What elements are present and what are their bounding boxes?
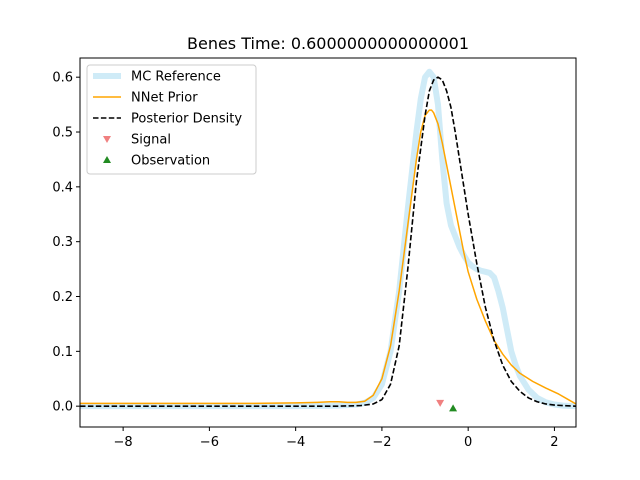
series-line-2 [80,76,576,407]
y-tick-label: 0.5 [52,126,73,141]
x-tick-label: 0 [464,435,472,450]
x-tick-label: −2 [372,435,391,450]
y-tick-label: 0.4 [52,180,73,195]
y-tick-label: 0.3 [52,235,73,250]
marker-1 [449,404,458,412]
legend-swatch-3 [103,136,111,143]
legend-label-3: Signal [131,133,171,148]
legend-label-2: Posterior Density [131,112,242,127]
y-tick-label: 0.1 [52,345,73,360]
plot-frame [79,57,577,428]
y-axis: 0.0 0.1 0.2 0.3 0.4 0.5 0.6 [52,71,80,415]
x-tick-label: 2 [550,435,558,450]
series-line-1 [80,109,576,405]
legend-label-1: NNet Prior [131,91,198,106]
marker-layer [436,399,458,412]
series-line-0 [80,68,576,410]
marker-0 [436,399,445,407]
x-tick-label: −6 [200,435,219,450]
y-tick-label: 0.2 [52,290,73,305]
y-tick-label: 0.6 [52,71,73,86]
legend-box [86,64,257,175]
x-tick-label: −4 [286,435,305,450]
y-tick-label: 0.0 [52,400,73,415]
legend-swatch-4 [103,156,111,163]
chart-title: Benes Time: 0.6000000000000001 [187,34,469,53]
x-axis: −8 −6 −4 −2 0 2 [114,427,559,450]
legend-label-4: Observation [131,154,210,169]
x-tick-label: −8 [114,435,133,450]
legend: MC Reference NNet Prior Posterior Density S… [86,64,257,175]
series-layer [80,68,576,410]
legend-label-0: MC Reference [131,70,221,85]
